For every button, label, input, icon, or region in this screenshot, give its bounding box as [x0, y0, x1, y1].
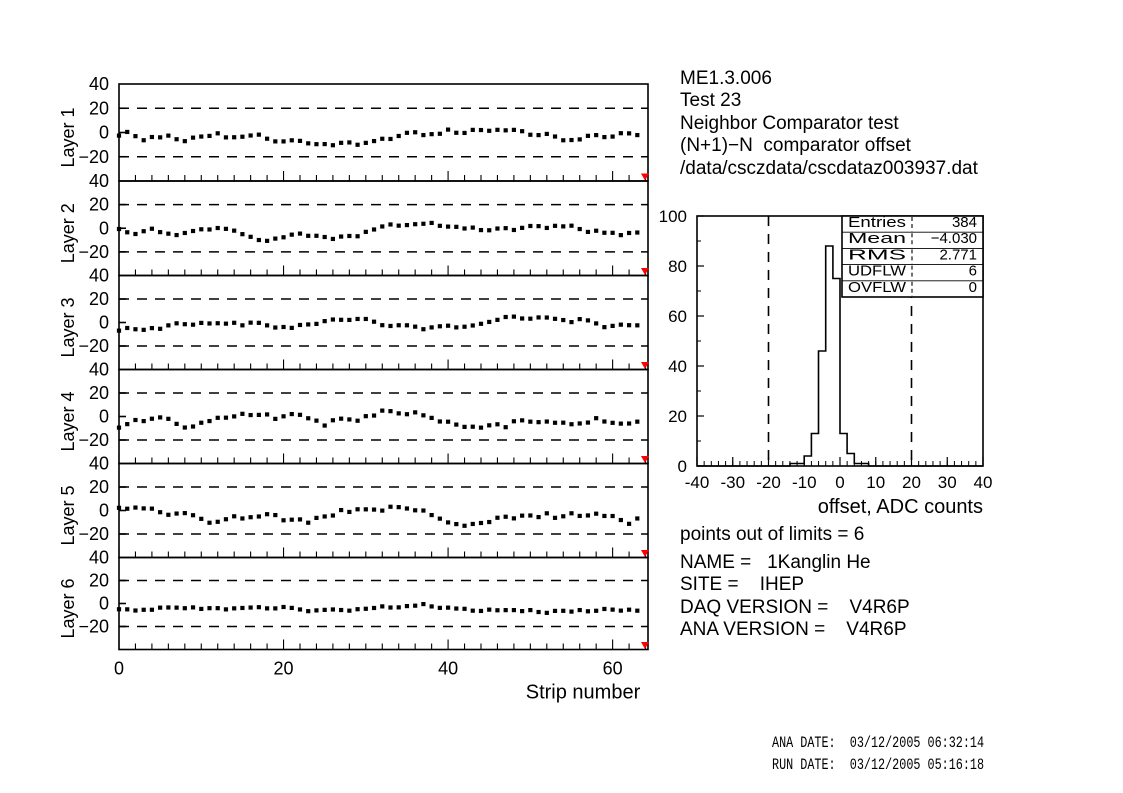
svg-text:40: 40	[89, 360, 109, 380]
svg-text:40: 40	[668, 357, 687, 376]
svg-text:−20: −20	[78, 336, 109, 356]
svg-text:-30: -30	[720, 473, 745, 492]
svg-text:80: 80	[668, 257, 687, 276]
svg-text:−20: −20	[78, 430, 109, 450]
svg-text:20: 20	[274, 659, 294, 679]
svg-text:20: 20	[89, 383, 109, 403]
svg-text:100: 100	[659, 207, 687, 226]
svg-text:Entries: Entries	[848, 215, 906, 231]
svg-text:20: 20	[89, 571, 109, 591]
svg-text:40: 40	[89, 74, 109, 94]
svg-text:60: 60	[603, 659, 623, 679]
svg-text:Layer 6: Layer 6	[58, 578, 78, 638]
svg-text:Strip number: Strip number	[526, 682, 641, 704]
svg-text:20: 20	[89, 289, 109, 309]
svg-text:0: 0	[99, 313, 109, 333]
svg-text:20: 20	[668, 407, 687, 426]
svg-text:−20: −20	[78, 524, 109, 544]
svg-text:40: 40	[89, 266, 109, 286]
svg-text:0: 0	[99, 594, 109, 614]
svg-text:0: 0	[99, 218, 109, 238]
svg-text:0: 0	[114, 659, 124, 679]
svg-text:−20: −20	[78, 147, 109, 167]
svg-text:40: 40	[974, 473, 993, 492]
svg-text:-40: -40	[685, 473, 710, 492]
svg-text:-20: -20	[756, 473, 781, 492]
svg-text:offset, ADC counts: offset, ADC counts	[818, 496, 983, 518]
svg-text:Mean: Mean	[848, 231, 906, 247]
svg-text:40: 40	[89, 171, 109, 191]
svg-text:−20: −20	[78, 617, 109, 637]
svg-text:20: 20	[89, 98, 109, 118]
svg-text:30: 30	[938, 473, 957, 492]
svg-text:Layer 3: Layer 3	[58, 297, 78, 357]
svg-text:-10: -10	[792, 473, 817, 492]
svg-text:Layer 1: Layer 1	[58, 107, 78, 167]
svg-text:20: 20	[89, 195, 109, 215]
svg-text:Layer 5: Layer 5	[58, 485, 78, 545]
svg-text:0: 0	[835, 473, 844, 492]
svg-text:40: 40	[89, 454, 109, 474]
svg-text:0: 0	[99, 123, 109, 143]
svg-text:2.771: 2.771	[939, 246, 977, 263]
svg-text:0: 0	[969, 279, 977, 296]
svg-text:Layer 4: Layer 4	[58, 391, 78, 451]
svg-text:−4.030: −4.030	[931, 230, 977, 247]
svg-text:OVFLW: OVFLW	[848, 280, 906, 296]
svg-text:40: 40	[89, 548, 109, 568]
svg-text:UDFLW: UDFLW	[848, 264, 906, 280]
svg-text:384: 384	[952, 214, 977, 231]
svg-text:20: 20	[89, 477, 109, 497]
svg-text:0: 0	[99, 501, 109, 521]
svg-text:10: 10	[866, 473, 885, 492]
svg-text:6: 6	[969, 263, 977, 280]
svg-text:Layer 2: Layer 2	[58, 203, 78, 263]
svg-text:20: 20	[902, 473, 921, 492]
svg-text:40: 40	[438, 659, 458, 679]
svg-text:RMS: RMS	[848, 247, 906, 263]
svg-text:60: 60	[668, 307, 687, 326]
svg-text:−20: −20	[78, 242, 109, 262]
svg-text:0: 0	[99, 407, 109, 427]
